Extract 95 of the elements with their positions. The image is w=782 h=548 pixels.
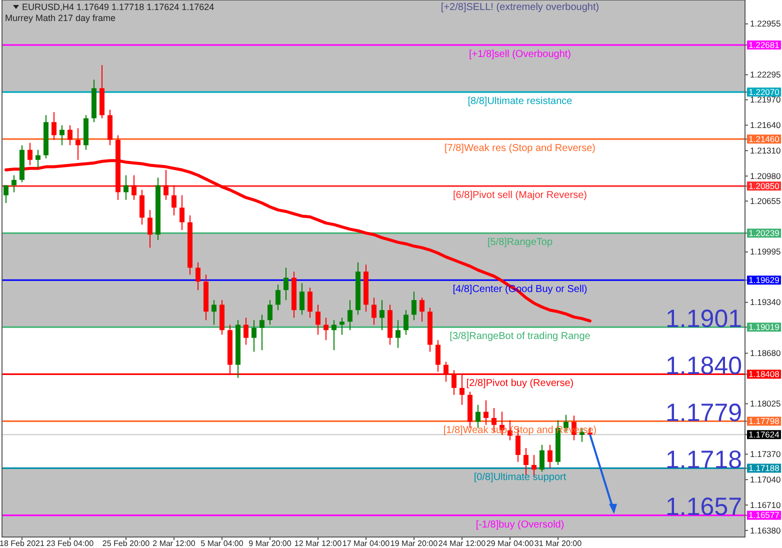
candlestick [372,297,376,326]
candlestick [484,400,488,426]
text: Murrey Math 217 day frame [5,13,116,23]
y-tick-label: 1.22955 [750,18,781,29]
x-tick-label: 24 Mar 12:00 [438,539,486,548]
candlestick [340,317,344,336]
ref-line-label: [-1/8]buy (Oversold) [476,519,564,530]
x-tick-label: 25 Feb 20:00 [102,539,150,548]
candlestick [148,209,152,248]
candlestick [140,189,144,226]
candlestick [68,124,72,146]
y-tick-label: 1.21970 [750,94,781,105]
candlestick [124,174,128,200]
x-tick-label: 29 Mar 04:00 [486,539,534,548]
x-tick-label: 23 Feb 04:00 [46,539,94,548]
candlestick [196,262,200,291]
x-tick-label: 9 Mar 20:00 [248,539,292,548]
candlestick [548,444,552,469]
y-tick-label: 1.21310 [750,145,781,156]
x-tick-label: 19 Mar 20:00 [390,539,438,548]
candlestick [332,320,336,351]
y-tick-label: 1.19019 [748,322,780,332]
ref-line-label: [+1/8]sell (Overbought) [469,48,571,60]
y-tick-label: 1.20655 [750,196,781,206]
annotation: [+2/8]SELL! (extremely overbought) [440,2,600,13]
candlestick [396,320,400,348]
y-tick-label: 1.22681 [748,40,780,50]
annotation: 1.1840 [666,352,742,380]
x-tick-label: 2 Mar 12:00 [152,539,196,548]
candlestick [60,124,64,146]
y-tick-label: 1.20850 [748,180,780,191]
candlestick [420,297,424,322]
x-tick-label: 18 Feb 2021 [0,539,46,548]
candlestick [284,267,288,301]
ref-line-label: [6/8]Pivot sell (Major Reverse) [453,190,587,202]
annotation: 1.1779 [666,398,742,427]
y-tick-label: 1.16380 [750,525,781,536]
ref-line-label: [2/8]Pivot buy (Reverse) [466,378,574,390]
candlestick [132,174,136,200]
candlestick [324,317,328,341]
y-tick-label: 1.17188 [748,463,780,473]
candlestick [164,169,168,200]
chart-title: EURUSD,H4 1.17649 1.17718 1.17624 1.17624 [22,2,214,12]
candlestick [300,282,304,316]
y-tick-label: 1.20980 [750,170,781,181]
y-tick-label: 1.21640 [750,120,781,130]
candlestick [52,112,56,140]
y-tick-label: 1.16710 [750,500,781,510]
y-tick-label: 1.17624 [748,429,780,440]
annotation: 1.1657 [666,492,742,521]
x-tick-label: 17 Mar 04:00 [342,539,390,548]
annotation: 1.1718 [666,446,742,474]
y-tick-label: 1.17370 [750,448,781,459]
candlestick [412,291,416,321]
ref-line-label: [8/8]Ultimate resistance [468,96,573,108]
y-tick-label: 1.18408 [748,369,780,380]
annotation: 1.1901 [666,304,742,333]
candlestick [260,314,264,351]
candlestick [380,300,384,331]
ref-line-label: [3/8]RangeBot of trading Range [450,331,591,342]
candlestick [36,149,40,169]
ref-line-label: [5/8]RangeTop [487,237,553,248]
x-tick-label: 12 Mar 12:00 [294,539,342,548]
y-tick-label: 1.22070 [748,86,780,97]
candlestick [76,128,80,160]
x-tick-label: 31 Mar 20:00 [534,539,582,548]
y-tick-label: 1.17040 [750,474,781,484]
ref-line-label: [7/8]Weak res (Stop and Reverse) [444,143,596,154]
candlestick [244,317,248,346]
candlestick [308,287,312,318]
y-tick-label: 1.17798 [748,416,780,426]
y-tick-label: 1.21460 [748,134,780,144]
candlestick [4,184,8,204]
candlestick [348,300,352,331]
candlestick [316,304,320,336]
candlestick [276,284,280,311]
y-tick-label: 1.19995 [750,246,781,257]
candlestick [252,320,256,352]
ref-line-label: [0/8]Ultimate support [474,472,566,484]
y-tick-label: 1.18680 [750,348,781,358]
candlestick [172,184,176,216]
candlestick [404,310,408,336]
y-tick-label: 1.20239 [748,228,780,238]
x-tick-label: 5 Mar 04:00 [200,539,244,548]
candlestick [180,194,184,230]
candlestick [212,300,216,326]
y-tick-label: 1.19340 [750,297,781,308]
y-tick-label: 1.19629 [748,274,780,285]
candlestick [268,300,272,326]
candlestick [12,174,16,193]
y-tick-label: 1.18025 [750,398,781,409]
candlestick [436,340,440,372]
candlestick [540,444,544,472]
y-tick-label: 1.22295 [750,70,781,80]
y-tick-label: 1.16577 [748,510,780,520]
